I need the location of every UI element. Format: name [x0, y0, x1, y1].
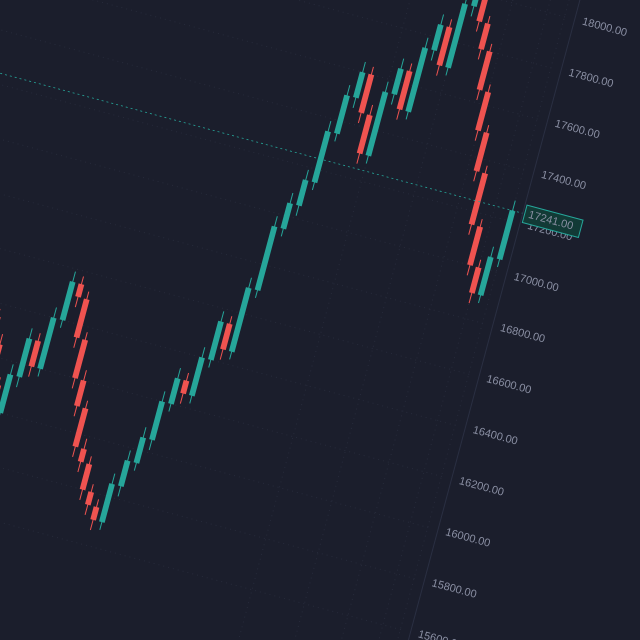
candle-body	[16, 337, 33, 378]
candle-body	[391, 68, 404, 96]
candle-body	[356, 114, 373, 155]
y-tick-label: 15600.00	[417, 628, 464, 640]
grid-line	[0, 127, 487, 325]
grid-line	[0, 0, 542, 121]
candle-body	[77, 448, 87, 463]
candle-body	[431, 23, 444, 52]
candle-body	[405, 47, 429, 113]
candle-body	[334, 94, 350, 135]
grid-line	[0, 178, 474, 376]
grid-line	[0, 433, 405, 632]
candle-body	[207, 320, 224, 361]
candle-body	[396, 70, 413, 111]
candle-body	[445, 3, 468, 69]
y-axis	[344, 0, 640, 640]
candle-body	[90, 506, 100, 521]
grid-line	[0, 280, 446, 478]
candle-body	[228, 287, 252, 353]
candle-body	[296, 179, 309, 207]
grid-line-x	[368, 0, 613, 640]
candle-body	[475, 91, 492, 132]
candle-body	[0, 373, 14, 414]
candle-body	[37, 317, 57, 370]
candle-body	[99, 483, 115, 523]
candle-body	[118, 459, 131, 487]
grid-line	[0, 382, 419, 581]
candle-body	[477, 256, 494, 297]
candle-body	[168, 377, 181, 405]
grid-line	[0, 331, 433, 530]
candle-body	[28, 340, 41, 368]
candle-body	[476, 50, 493, 91]
grid-line	[0, 76, 501, 274]
candle-body	[72, 407, 89, 448]
candle-body	[353, 71, 366, 99]
candle-body	[73, 298, 90, 339]
candle-body	[478, 22, 491, 50]
grid-line-x	[333, 0, 579, 640]
grid-line-x	[237, 0, 483, 640]
candle-body	[149, 400, 166, 441]
candle-body	[79, 463, 93, 491]
candle-body	[468, 172, 488, 226]
candle-body	[75, 283, 85, 298]
candle-body	[74, 379, 87, 407]
grid-line-x	[290, 0, 535, 640]
candle-body	[189, 356, 205, 397]
candle-body	[72, 339, 89, 379]
candle-body	[365, 91, 389, 157]
candle-body	[471, 0, 484, 7]
candle-body	[280, 202, 293, 230]
candle-body	[476, 0, 493, 23]
candle-body	[436, 26, 453, 67]
candles	[0, 0, 523, 531]
candle-body	[220, 323, 233, 351]
candle-body	[358, 73, 375, 114]
candle-body	[85, 491, 95, 506]
candle-body	[180, 379, 190, 395]
candle-body	[133, 436, 147, 464]
last-price-tag	[521, 204, 584, 239]
candle-body	[59, 281, 76, 321]
candle-body	[496, 209, 516, 261]
candle-body	[467, 226, 483, 266]
candle-body	[473, 132, 490, 172]
candle-body	[254, 225, 278, 292]
candle-body	[469, 266, 482, 294]
candle-body	[311, 130, 331, 184]
grid-line	[0, 229, 460, 427]
candle-wick	[470, 0, 484, 17]
